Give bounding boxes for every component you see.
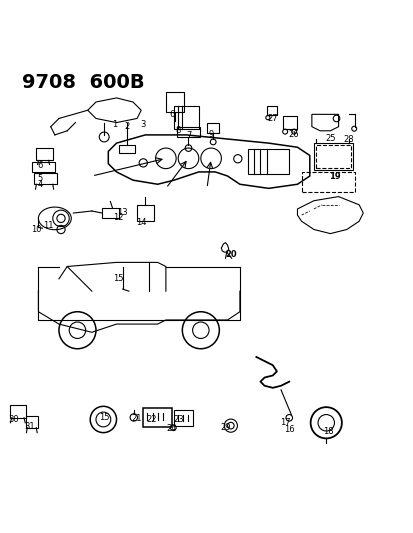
Text: 23: 23 bbox=[173, 415, 183, 424]
Text: 24: 24 bbox=[166, 424, 177, 433]
Text: 11: 11 bbox=[43, 221, 54, 230]
Text: 10: 10 bbox=[31, 225, 41, 234]
Text: 15: 15 bbox=[99, 413, 109, 422]
Bar bbox=[102, 208, 118, 218]
Text: 18: 18 bbox=[322, 427, 333, 437]
Text: 22: 22 bbox=[146, 415, 157, 424]
Text: 19: 19 bbox=[328, 172, 339, 181]
Text: 6: 6 bbox=[38, 161, 43, 170]
Text: 29: 29 bbox=[220, 423, 230, 432]
Text: 25: 25 bbox=[324, 134, 335, 143]
Bar bbox=[174, 106, 198, 129]
Text: 9708  600B: 9708 600B bbox=[22, 73, 144, 92]
Text: 4: 4 bbox=[38, 180, 43, 189]
Bar bbox=[26, 416, 38, 427]
Bar bbox=[315, 145, 350, 168]
Text: 30: 30 bbox=[8, 415, 19, 424]
Bar bbox=[247, 149, 289, 174]
Text: 3: 3 bbox=[140, 120, 146, 129]
Text: 2: 2 bbox=[124, 122, 129, 131]
Text: 15: 15 bbox=[113, 274, 123, 284]
Bar bbox=[34, 173, 57, 184]
Bar bbox=[118, 145, 135, 154]
Text: 21: 21 bbox=[131, 414, 142, 423]
Bar bbox=[282, 116, 297, 129]
Text: 28: 28 bbox=[343, 134, 354, 143]
Text: 12: 12 bbox=[113, 214, 123, 222]
Bar bbox=[177, 127, 199, 137]
Bar bbox=[313, 143, 352, 170]
Text: 27: 27 bbox=[267, 114, 278, 123]
Bar bbox=[166, 92, 184, 112]
Text: 9: 9 bbox=[208, 131, 213, 140]
Text: 14: 14 bbox=[135, 217, 146, 227]
Text: 5: 5 bbox=[38, 174, 43, 183]
Bar bbox=[174, 409, 192, 426]
Text: 1: 1 bbox=[112, 120, 117, 129]
Text: 16: 16 bbox=[283, 425, 294, 434]
Text: 26: 26 bbox=[287, 131, 298, 140]
Bar bbox=[10, 406, 26, 418]
Text: 20: 20 bbox=[225, 249, 237, 259]
Text: 6: 6 bbox=[169, 110, 174, 119]
Text: 13: 13 bbox=[117, 208, 128, 217]
Bar bbox=[206, 123, 219, 133]
Bar bbox=[266, 106, 276, 115]
Text: 8: 8 bbox=[175, 126, 180, 135]
Text: 31: 31 bbox=[24, 422, 35, 431]
Bar bbox=[32, 161, 55, 172]
Text: 7: 7 bbox=[185, 131, 191, 140]
Bar bbox=[137, 205, 153, 221]
Bar bbox=[143, 408, 172, 427]
Text: 17: 17 bbox=[279, 418, 290, 427]
Bar bbox=[301, 172, 354, 192]
Bar bbox=[36, 148, 53, 160]
